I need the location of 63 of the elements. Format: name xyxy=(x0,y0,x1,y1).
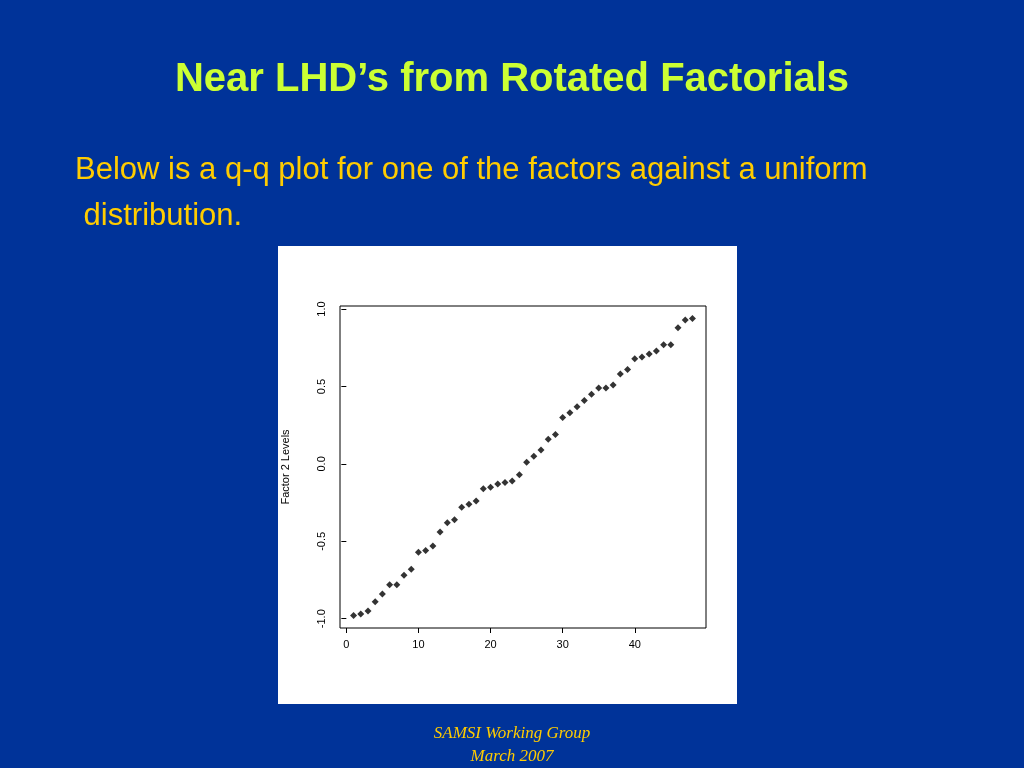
text: SAMSI Working Group xyxy=(433,723,591,742)
point xyxy=(523,458,531,466)
y-tick-label: -1.0 xyxy=(314,609,327,629)
point xyxy=(616,370,624,378)
point xyxy=(573,403,581,411)
point xyxy=(551,430,559,438)
point xyxy=(487,483,495,491)
text: March 2007 xyxy=(469,746,555,765)
point xyxy=(472,497,480,505)
point xyxy=(357,610,365,618)
point xyxy=(443,519,451,527)
point xyxy=(674,324,682,332)
point xyxy=(422,547,430,555)
point xyxy=(508,477,516,485)
point xyxy=(559,413,567,421)
x-tick-label: 10 xyxy=(412,637,425,650)
point xyxy=(688,314,696,322)
chart-subtitle: Below is a q-q plot for one of the factors against a uniform distribution. xyxy=(75,150,868,232)
x-tick-label: 0 xyxy=(343,637,350,650)
point xyxy=(595,384,603,392)
point xyxy=(429,542,437,550)
point xyxy=(451,516,458,524)
point xyxy=(386,581,394,589)
point xyxy=(652,347,660,355)
x-tick-label: 30 xyxy=(556,637,569,650)
point xyxy=(681,316,689,324)
point xyxy=(458,503,466,511)
point xyxy=(645,350,653,358)
point xyxy=(378,590,386,598)
point xyxy=(436,528,444,536)
point xyxy=(400,571,408,579)
y-tick-label: 1.0 xyxy=(314,301,327,317)
y-axis-title: Factor 2 Levels xyxy=(278,428,291,505)
point xyxy=(465,500,473,508)
point xyxy=(566,409,574,417)
point xyxy=(350,612,358,620)
point xyxy=(515,471,523,479)
point xyxy=(501,478,509,486)
point xyxy=(638,353,646,361)
point xyxy=(537,446,545,454)
point xyxy=(479,485,487,493)
x-tick-label: 20 xyxy=(484,637,497,650)
point xyxy=(371,598,379,606)
point xyxy=(407,565,415,573)
point xyxy=(494,480,502,488)
point xyxy=(588,390,595,398)
point xyxy=(364,607,372,615)
point xyxy=(393,581,401,589)
point xyxy=(602,384,610,392)
point xyxy=(624,365,632,373)
y-tick-label: 0.0 xyxy=(314,456,327,472)
point xyxy=(667,341,675,349)
point xyxy=(660,341,668,349)
y-tick-label: 0.5 xyxy=(314,378,327,395)
point xyxy=(609,381,617,389)
point xyxy=(580,396,588,404)
chart-title: Near LHD’s from Rotated Factorials xyxy=(174,55,850,99)
point xyxy=(530,452,538,460)
point xyxy=(631,355,639,363)
point xyxy=(544,435,552,443)
point xyxy=(414,548,422,556)
x-tick-label: 40 xyxy=(628,637,641,650)
y-tick-label: -0.5 xyxy=(314,531,327,551)
